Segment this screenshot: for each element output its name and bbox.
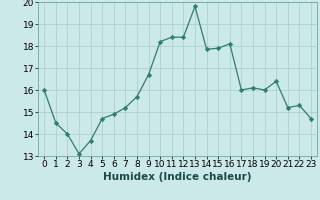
X-axis label: Humidex (Indice chaleur): Humidex (Indice chaleur) (103, 172, 252, 182)
